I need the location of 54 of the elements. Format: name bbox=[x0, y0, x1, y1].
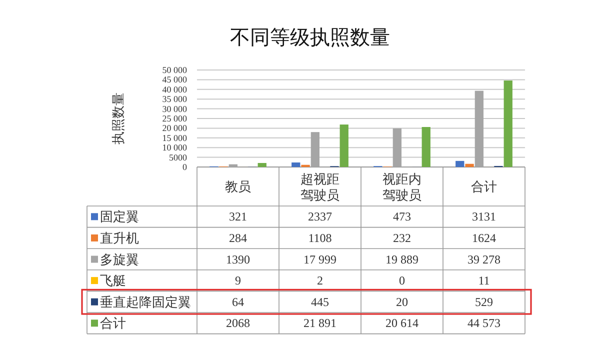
data-label: 2337 bbox=[308, 210, 332, 224]
x-tick-label: 超视距驾驶员 bbox=[300, 171, 340, 202]
data-label: 445 bbox=[311, 294, 329, 309]
y-tick-label: 15 000 bbox=[162, 132, 188, 143]
legend-label: 合计 bbox=[100, 316, 126, 331]
legend-label: 固定翼 bbox=[100, 209, 139, 224]
data-label: 321 bbox=[229, 210, 247, 224]
y-tick-label: 5000 bbox=[169, 152, 188, 162]
y-tick-label: 0 bbox=[182, 162, 188, 172]
data-label: 11 bbox=[478, 274, 490, 288]
bar bbox=[456, 160, 464, 167]
data-label: 39 278 bbox=[468, 252, 500, 266]
data-label: 1108 bbox=[308, 230, 332, 245]
y-tick-label: 20 000 bbox=[162, 123, 188, 134]
y-tick-label: 25 000 bbox=[162, 114, 188, 124]
data-label: 529 bbox=[475, 294, 493, 309]
data-label: 3131 bbox=[472, 210, 496, 224]
data-label: 0 bbox=[399, 274, 405, 288]
data-label: 1390 bbox=[226, 252, 250, 266]
data-label: 21 891 bbox=[304, 316, 336, 330]
data-label: 2 bbox=[317, 274, 323, 288]
y-tick-label: 50 000 bbox=[162, 65, 188, 75]
x-tick-label: 教员 bbox=[225, 179, 251, 194]
y-tick-label: 35 000 bbox=[162, 94, 188, 104]
data-label: 19 889 bbox=[386, 252, 418, 266]
legend-label: 多旋翼 bbox=[100, 252, 139, 267]
data-label: 20 bbox=[396, 294, 408, 309]
legend-label: 垂直起降固定翼 bbox=[100, 294, 191, 310]
data-label: 284 bbox=[229, 230, 247, 245]
x-tick-label: 视距内驾驶员 bbox=[382, 171, 422, 202]
bar bbox=[465, 164, 474, 167]
y-tick-label: 30 000 bbox=[162, 104, 188, 114]
y-tick-label: 10 000 bbox=[162, 142, 188, 153]
y-tick-label: 45 000 bbox=[162, 74, 188, 85]
bar bbox=[422, 127, 430, 167]
data-label: 1624 bbox=[472, 230, 496, 245]
y-axis-title: 执照数量 bbox=[110, 92, 126, 144]
data-label: 44 573 bbox=[468, 316, 500, 330]
chart-title: 不同等级执照数量 bbox=[230, 25, 390, 49]
data-label: 473 bbox=[393, 210, 411, 224]
bar bbox=[258, 162, 266, 167]
data-label: 64 bbox=[232, 294, 244, 309]
data-label: 2068 bbox=[226, 316, 250, 330]
data-label: 232 bbox=[393, 230, 411, 245]
legend-label: 飞艇 bbox=[100, 273, 126, 288]
bar bbox=[292, 162, 300, 167]
data-label: 20 614 bbox=[386, 316, 418, 330]
data-label: 17 999 bbox=[304, 252, 336, 266]
bar bbox=[340, 124, 348, 167]
data-label: 9 bbox=[235, 274, 241, 288]
legend-label: 直升机 bbox=[100, 230, 139, 246]
x-tick-label: 合计 bbox=[471, 179, 497, 194]
y-tick-label: 40 000 bbox=[162, 84, 188, 94]
bar bbox=[504, 80, 512, 167]
